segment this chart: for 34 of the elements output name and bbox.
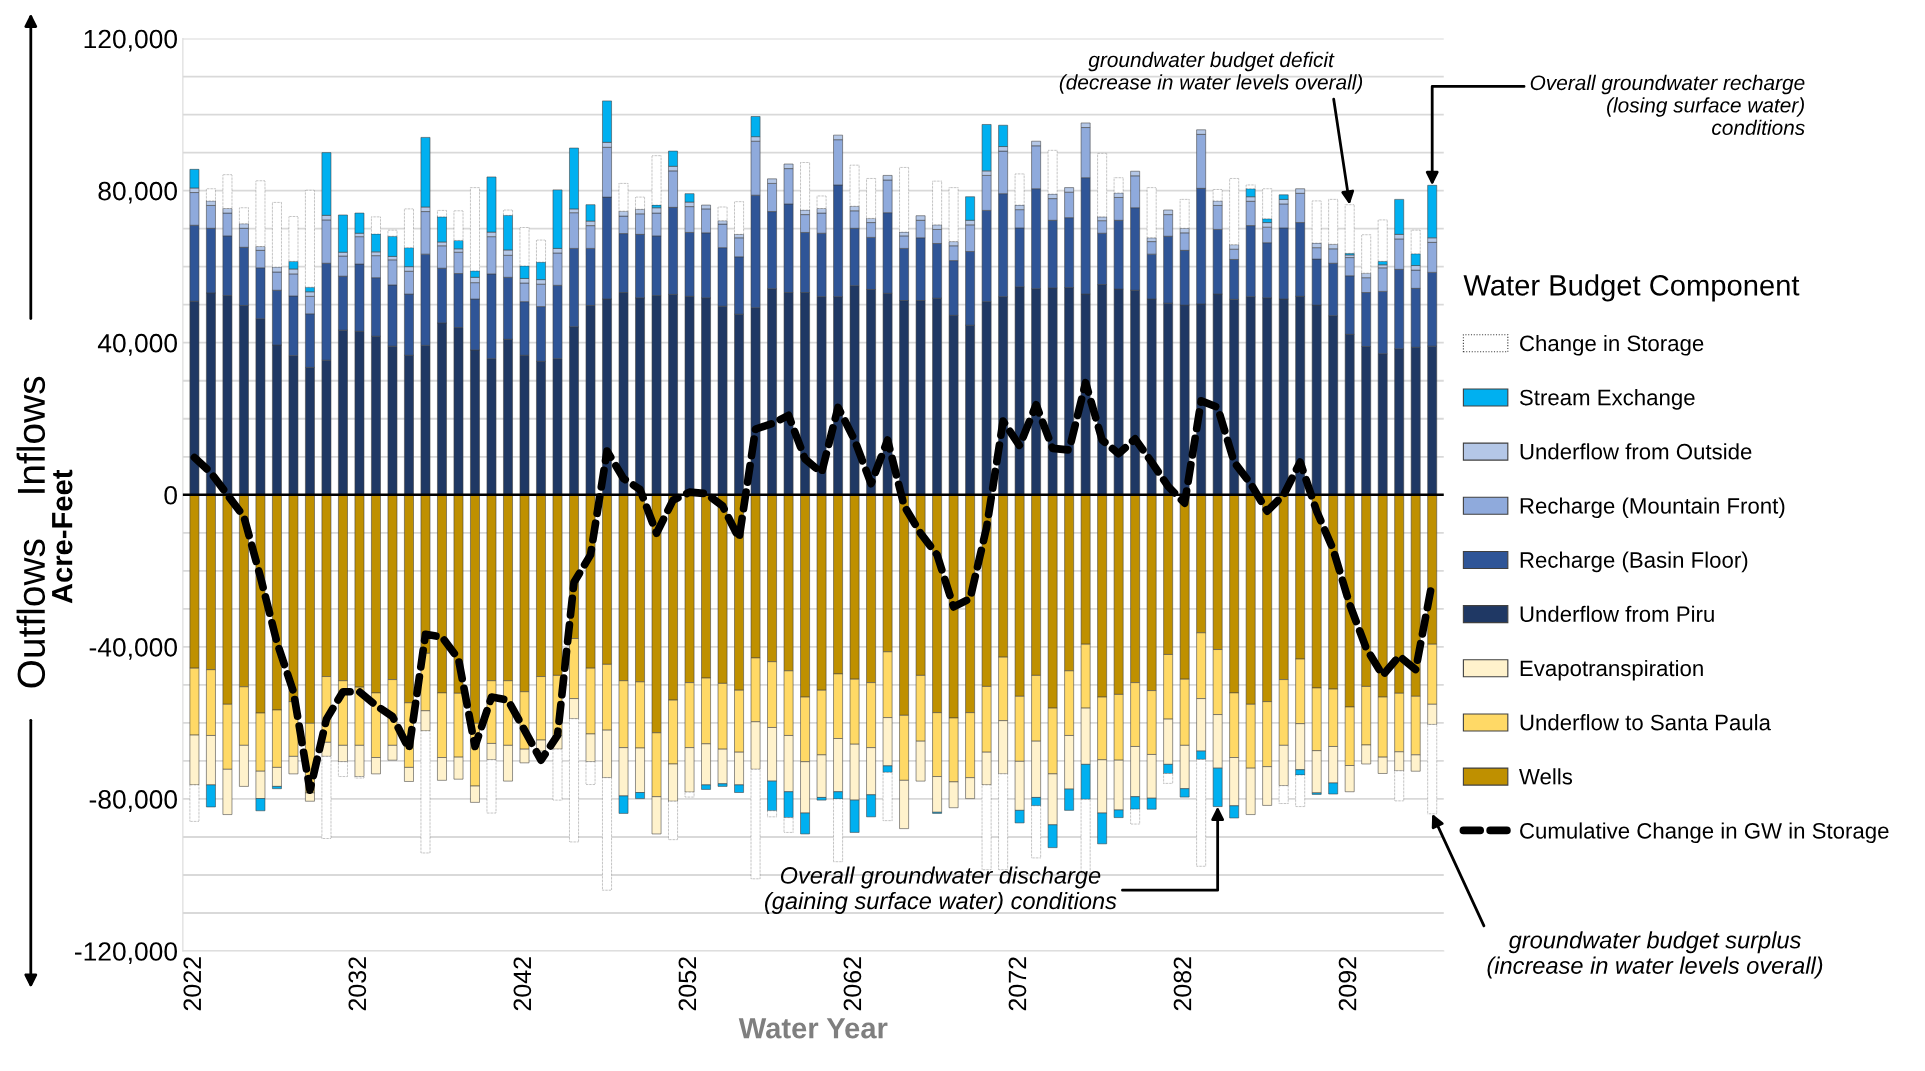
x-tick-label: 2042 — [513, 957, 532, 1011]
x-tick-label: 2072 — [1008, 957, 1027, 1011]
y-tick-label: 120,000 — [84, 29, 177, 52]
x-tick-label: 2092 — [1338, 957, 1357, 1011]
y-axis-title: Acre-Feet — [52, 469, 73, 604]
legend-label: Recharge (Mountain Front) — [1520, 497, 1785, 519]
annotation: Overall groundwater recharge (losing surface water) conditions — [1530, 74, 1805, 136]
legend-label: Recharge (Basin Floor) — [1520, 551, 1748, 573]
legend-label: Stream Exchange — [1519, 389, 1695, 410]
x-axis-title: Water Year — [738, 1018, 888, 1039]
annotation: Overall groundwater discharge (gaining surface water) conditions — [764, 866, 1117, 914]
y-tick-label: 80,000 — [98, 181, 177, 204]
x-tick-label: 2052 — [678, 957, 697, 1011]
legend-label: Underflow to Santa Paula — [1520, 714, 1771, 731]
legend-label: Evapotranspiration — [1520, 659, 1703, 681]
y-tick-label: 0 — [164, 485, 177, 505]
legend-label: Underflow from Outside — [1520, 443, 1752, 460]
text: Outflows — [16, 539, 46, 688]
x-tick-label: 2082 — [1173, 957, 1192, 1011]
x-tick-label: 2032 — [348, 957, 367, 1011]
y-tick-label: -40,000 — [89, 638, 177, 660]
legend-title: Water Budget Component — [1463, 274, 1800, 302]
legend-label: Wells — [1519, 768, 1573, 785]
x-tick-label: 2022 — [183, 957, 202, 1011]
x-tick-label: 2062 — [843, 957, 862, 1011]
annotation: groundwater budget surplus (increase in water levels overall) — [1487, 931, 1823, 979]
y-tick-label: -80,000 — [89, 790, 177, 812]
y-tick-label: -120,000 — [75, 942, 177, 964]
legend-label: Underflow from Piru — [1520, 605, 1714, 623]
legend-label: Change in Storage — [1520, 334, 1704, 356]
legend-label: Cumulative Change in GW in Storage — [1520, 822, 1889, 844]
annotation: groundwater budget deficit (decrease in water levels overall) — [1059, 51, 1363, 94]
text: Inflows — [16, 376, 46, 493]
y-tick-label: 40,000 — [97, 333, 177, 356]
